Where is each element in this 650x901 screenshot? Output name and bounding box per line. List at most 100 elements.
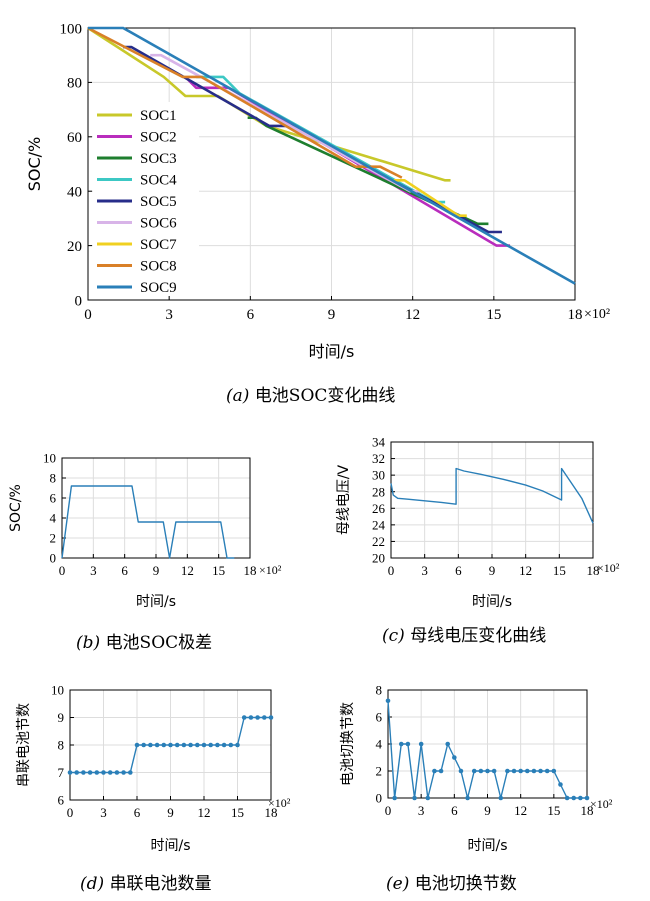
legend-label-soc7: SOC7 [140, 237, 177, 253]
data-point [188, 742, 193, 748]
x-tick-label: 15 [547, 803, 560, 818]
data-point [141, 742, 146, 748]
legend-label-soc1: SOC1 [140, 108, 177, 124]
data-point [107, 770, 113, 775]
y-tick-label: 8 [58, 738, 65, 753]
x-tick-label: 15 [212, 563, 225, 578]
caption-c: (c) 母线电压变化曲线 [382, 621, 546, 646]
data-point [195, 742, 200, 748]
y-tick-label: 20 [372, 551, 385, 566]
series-line [390, 467, 594, 524]
x-tick-label: 18 [568, 307, 583, 323]
caption-c-tag: (c) [382, 626, 405, 646]
series-line [61, 485, 235, 559]
caption-b-text: 电池SOC极差 [105, 633, 213, 653]
data-point [128, 770, 133, 775]
y-tick-label: 6 [376, 710, 383, 725]
data-point [221, 742, 227, 748]
data-point [262, 715, 267, 720]
data-point [564, 795, 570, 801]
y-tick-label: 32 [372, 451, 385, 466]
x-tick-label: 6 [451, 803, 458, 818]
legend-label-soc9: SOC9 [140, 280, 177, 296]
x-tick-label: 6 [121, 563, 128, 578]
caption-e: (e) 电池切换节数 [386, 869, 517, 894]
y-tick-label: 24 [372, 517, 386, 532]
y-tick-label: 6 [50, 491, 57, 506]
x-axis-label: 时间/s [150, 838, 190, 854]
data-point [154, 742, 160, 748]
data-point [485, 768, 490, 774]
x-tick-label: 6 [247, 307, 255, 323]
data-point [398, 741, 404, 747]
series-line-soc9 [88, 26, 576, 285]
x-tick-label: 12 [514, 803, 527, 818]
data-point [551, 768, 557, 774]
x-multiplier-label: ×10² [597, 561, 620, 575]
x-tick-label: 9 [328, 307, 336, 323]
y-tick-label: 10 [43, 451, 56, 466]
y-tick-label: 20 [67, 239, 82, 255]
x-tick-label: 3 [165, 307, 173, 323]
data-point [544, 768, 550, 774]
data-point [578, 795, 583, 801]
data-point [511, 768, 517, 774]
caption-e-text: 电池切换节数 [414, 874, 517, 894]
data-point [248, 715, 254, 720]
data-point [201, 742, 207, 748]
y-tick-label: 0 [50, 551, 57, 566]
x-tick-label: 12 [405, 307, 420, 323]
legend-box [93, 102, 199, 296]
data-point [571, 795, 577, 801]
y-tick-label: 6 [58, 793, 65, 808]
y-tick-label: 34 [372, 435, 386, 450]
y-axis-label: 串联电池节数 [16, 703, 32, 787]
data-point [168, 742, 173, 748]
x-axis-label: 时间/s [472, 594, 512, 610]
data-point [235, 742, 240, 748]
data-point [181, 742, 187, 748]
caption-c-text: 母线电压变化曲线 [410, 626, 547, 646]
y-tick-label: 60 [67, 130, 82, 146]
y-tick-label: 40 [67, 184, 82, 200]
x-tick-label: 9 [167, 805, 174, 820]
y-tick-label: 4 [376, 737, 383, 752]
y-axis-label: 母线电压/V [336, 464, 352, 535]
x-tick-label: 0 [388, 563, 395, 578]
data-point [385, 698, 391, 704]
x-tick-label: 9 [153, 563, 160, 578]
data-point [584, 795, 590, 801]
data-point [101, 770, 106, 775]
x-tick-label: 6 [455, 563, 462, 578]
data-point [215, 742, 220, 748]
data-point [405, 741, 411, 747]
x-multiplier-label: ×10² [584, 307, 610, 322]
data-point [67, 770, 73, 775]
y-tick-label: 2 [50, 531, 57, 546]
x-axis-label: 时间/s [309, 342, 355, 361]
series-line-soc5 [123, 45, 502, 234]
data-point [208, 742, 213, 748]
y-tick-label: 4 [50, 511, 57, 526]
x-tick-label: 0 [59, 563, 66, 578]
data-point [134, 742, 140, 748]
x-tick-label: 15 [231, 805, 244, 820]
data-point [228, 742, 234, 748]
x-multiplier-label: ×10² [590, 797, 613, 811]
x-tick-label: 0 [84, 307, 92, 323]
data-point [518, 768, 523, 774]
y-axis-label: SOC/% [8, 484, 24, 532]
legend-label-soc3: SOC3 [140, 151, 177, 167]
data-point [525, 768, 530, 774]
x-axis-label: 时间/s [136, 594, 176, 610]
data-point [491, 768, 497, 774]
data-point [74, 770, 79, 775]
data-point [148, 742, 153, 748]
data-point [161, 742, 167, 748]
legend-label-soc4: SOC4 [140, 173, 177, 189]
x-tick-label: 18 [587, 563, 600, 578]
y-tick-label: 22 [372, 534, 385, 549]
x-tick-label: 3 [100, 805, 107, 820]
data-point [87, 770, 93, 775]
